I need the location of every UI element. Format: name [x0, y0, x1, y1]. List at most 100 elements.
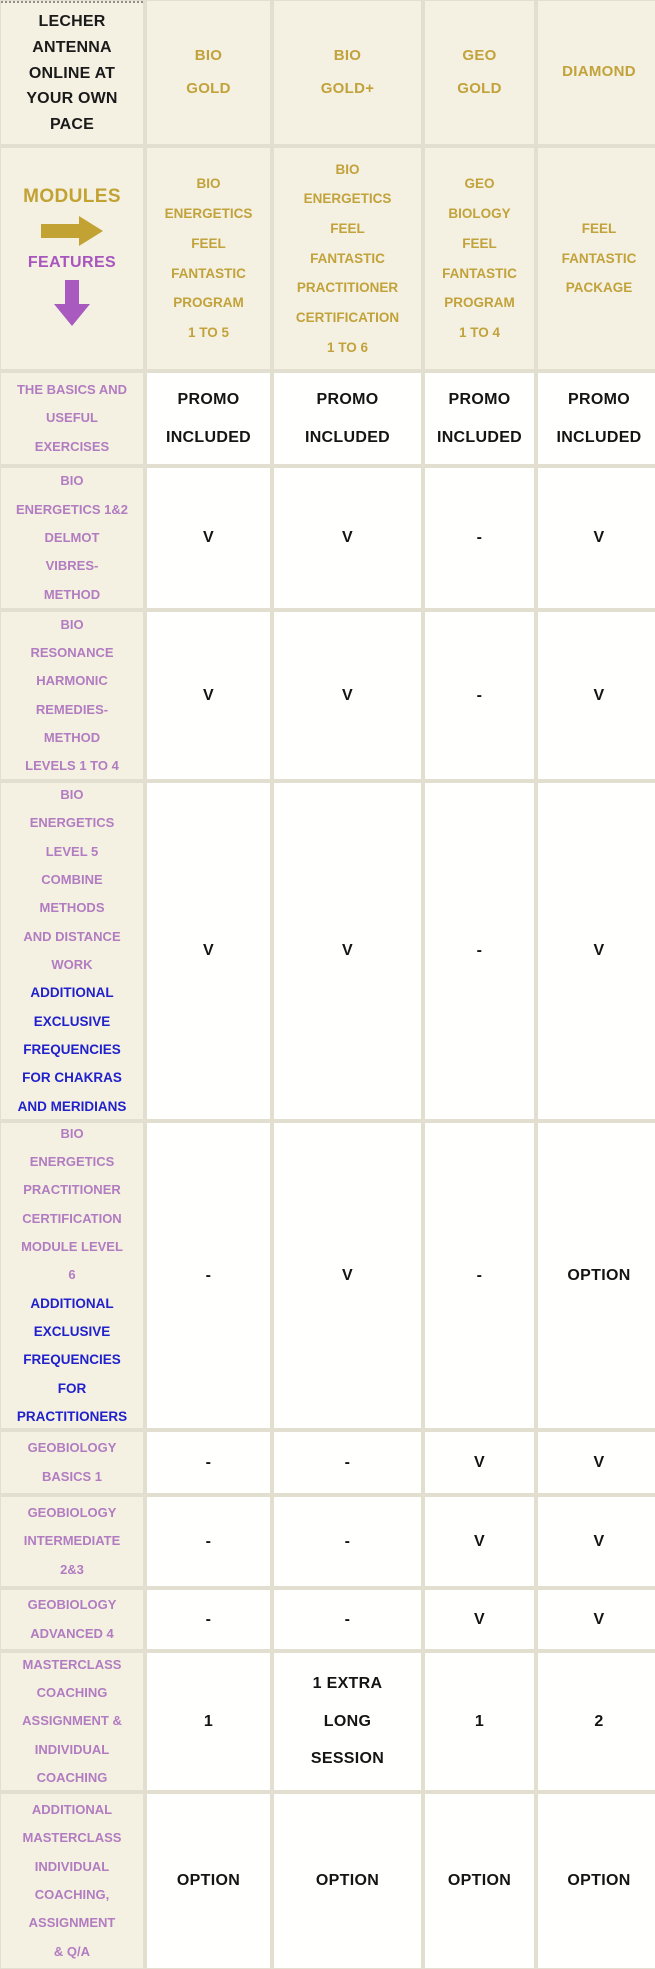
cell-value: -	[205, 1266, 212, 1284]
feature-label: ADDITIONAL MASTERCLASS INDIVIDUAL COACHI…	[22, 1802, 122, 1959]
plan-header-bio-gold-plus: BIO GOLD+	[274, 1, 421, 144]
value-cell: 2	[538, 1653, 655, 1790]
value-cell: V	[147, 468, 270, 608]
value-cell: PROMO INCLUDED	[425, 373, 534, 464]
modules-heading: MODULES	[23, 185, 121, 207]
module-description-geo-gold: GEO BIOLOGY FEEL FANTASTIC PROGRAM 1 TO …	[425, 148, 534, 369]
cell-value: V	[203, 942, 214, 960]
cell-value: V	[593, 942, 605, 960]
value-cell: V	[425, 1590, 534, 1649]
cell-value: -	[476, 1266, 483, 1284]
feature-label-cell: BIO ENERGETICS 1&2 DELMOT VIBRES- METHOD	[1, 468, 143, 608]
module-text: FEEL FANTASTIC PACKAGE	[561, 220, 637, 296]
modules-right-arrow-icon	[41, 215, 103, 246]
cell-value: -	[205, 1453, 212, 1471]
value-cell: -	[425, 1123, 534, 1428]
value-cell: V	[274, 1123, 421, 1428]
feature-label: BIO ENERGETICS PRACTITIONER CERTIFICATIO…	[21, 1125, 123, 1283]
plan-name: BIO GOLD	[186, 47, 231, 97]
cell-value: -	[205, 1532, 212, 1550]
feature-label-cell: GEOBIOLOGY BASICS 1	[1, 1432, 143, 1493]
cell-value: V	[593, 686, 605, 704]
cell-value: 1 EXTRA LONG SESSION	[310, 1675, 385, 1768]
plan-header-geo-gold: GEO GOLD	[425, 1, 534, 144]
value-cell: PROMO INCLUDED	[274, 373, 421, 464]
value-cell: V	[274, 612, 421, 779]
plan-header-diamond: DIAMOND	[538, 1, 655, 144]
value-cell: 1 EXTRA LONG SESSION	[274, 1653, 421, 1790]
feature-label-cell: BIO ENERGETICS PRACTITIONER CERTIFICATIO…	[1, 1123, 143, 1428]
module-description-bio-gold-plus: BIO ENERGETICS FEEL FANTASTIC PRACTITION…	[274, 148, 421, 369]
cell-value: OPTION	[447, 1872, 512, 1890]
cell-value: V	[474, 1532, 485, 1550]
cell-value: OPTION	[315, 1872, 380, 1890]
features-down-arrow-icon	[54, 279, 90, 326]
value-cell: V	[538, 468, 655, 608]
value-cell: 1	[147, 1653, 270, 1790]
module-description-bio-gold: BIO ENERGETICS FEEL FANTASTIC PROGRAM 1 …	[147, 148, 270, 369]
value-cell: V	[425, 1432, 534, 1493]
cell-value: PROMO INCLUDED	[556, 390, 642, 446]
table-title: LECHER ANTENNA ONLINE AT YOUR OWN PACE	[26, 12, 118, 134]
cell-value: -	[344, 1453, 351, 1471]
feature-sublabel: ADDITIONAL EXCLUSIVE FREQUENCIES FOR CHA…	[17, 985, 127, 1114]
cell-value: -	[476, 686, 483, 704]
value-cell: -	[147, 1497, 270, 1586]
value-cell: -	[425, 783, 534, 1119]
value-cell: -	[425, 468, 534, 608]
value-cell: V	[538, 783, 655, 1119]
value-cell: PROMO INCLUDED	[538, 373, 655, 464]
feature-label: BIO ENERGETICS 1&2 DELMOT VIBRES- METHOD	[16, 473, 128, 602]
feature-label: BIO ENERGETICS LEVEL 5 COMBINE METHODS A…	[23, 787, 121, 972]
feature-label-cell: GEOBIOLOGY ADVANCED 4	[1, 1590, 143, 1649]
feature-label-cell: ADDITIONAL MASTERCLASS INDIVIDUAL COACHI…	[1, 1794, 143, 1968]
feature-label-cell: GEOBIOLOGY INTERMEDIATE 2&3	[1, 1497, 143, 1586]
cell-value: OPTION	[176, 1872, 241, 1890]
value-cell: V	[538, 1497, 655, 1586]
plan-header-bio-gold: BIO GOLD	[147, 1, 270, 144]
feature-label-cell: THE BASICS AND USEFUL EXERCISES	[1, 373, 143, 464]
value-cell: -	[274, 1590, 421, 1649]
features-heading: FEATURES	[27, 253, 117, 271]
cell-value: OPTION	[567, 1266, 631, 1284]
feature-label: THE BASICS AND USEFUL EXERCISES	[16, 382, 128, 454]
value-cell: V	[538, 1590, 655, 1649]
feature-label-cell: BIO RESONANCE HARMONIC REMEDIES- METHOD …	[1, 612, 143, 779]
plan-name: GEO GOLD	[457, 47, 502, 97]
cell-value: OPTION	[567, 1872, 631, 1890]
value-cell: 1	[425, 1653, 534, 1790]
cell-value: V	[593, 1610, 605, 1628]
feature-sublabel: ADDITIONAL EXCLUSIVE FREQUENCIES FOR PRA…	[16, 1295, 128, 1424]
cell-value: -	[344, 1532, 351, 1550]
cell-value: PROMO INCLUDED	[436, 390, 523, 446]
cell-value: -	[476, 942, 483, 960]
feature-label: MASTERCLASS COACHING ASSIGNMENT & INDIVI…	[22, 1656, 122, 1785]
cell-value: V	[342, 942, 353, 960]
feature-label-cell: BIO ENERGETICS LEVEL 5 COMBINE METHODS A…	[1, 783, 143, 1119]
module-text: BIO ENERGETICS FEEL FANTASTIC PROGRAM 1 …	[164, 176, 253, 340]
value-cell: OPTION	[274, 1794, 421, 1968]
cell-value: V	[474, 1610, 485, 1628]
value-cell: OPTION	[147, 1794, 270, 1968]
plan-name: DIAMOND	[562, 63, 636, 81]
cell-value: V	[474, 1453, 485, 1471]
cell-value: -	[344, 1610, 351, 1628]
value-cell: -	[147, 1590, 270, 1649]
value-cell: OPTION	[538, 1794, 655, 1968]
value-cell: V	[538, 612, 655, 779]
feature-label: GEOBIOLOGY INTERMEDIATE 2&3	[23, 1505, 121, 1577]
cell-value: V	[593, 1453, 605, 1471]
cell-value: -	[476, 529, 483, 547]
cell-value: V	[593, 529, 605, 547]
feature-label-cell: MASTERCLASS COACHING ASSIGNMENT & INDIVI…	[1, 1653, 143, 1790]
cell-value: V	[342, 1266, 353, 1284]
feature-label: GEOBIOLOGY ADVANCED 4	[27, 1597, 117, 1641]
cell-value: V	[203, 529, 214, 547]
value-cell: V	[425, 1497, 534, 1586]
cell-value: V	[203, 686, 214, 704]
value-cell: -	[274, 1497, 421, 1586]
cell-value: V	[593, 1532, 605, 1550]
cell-value: V	[342, 686, 353, 704]
cell-value: 2	[594, 1712, 604, 1730]
